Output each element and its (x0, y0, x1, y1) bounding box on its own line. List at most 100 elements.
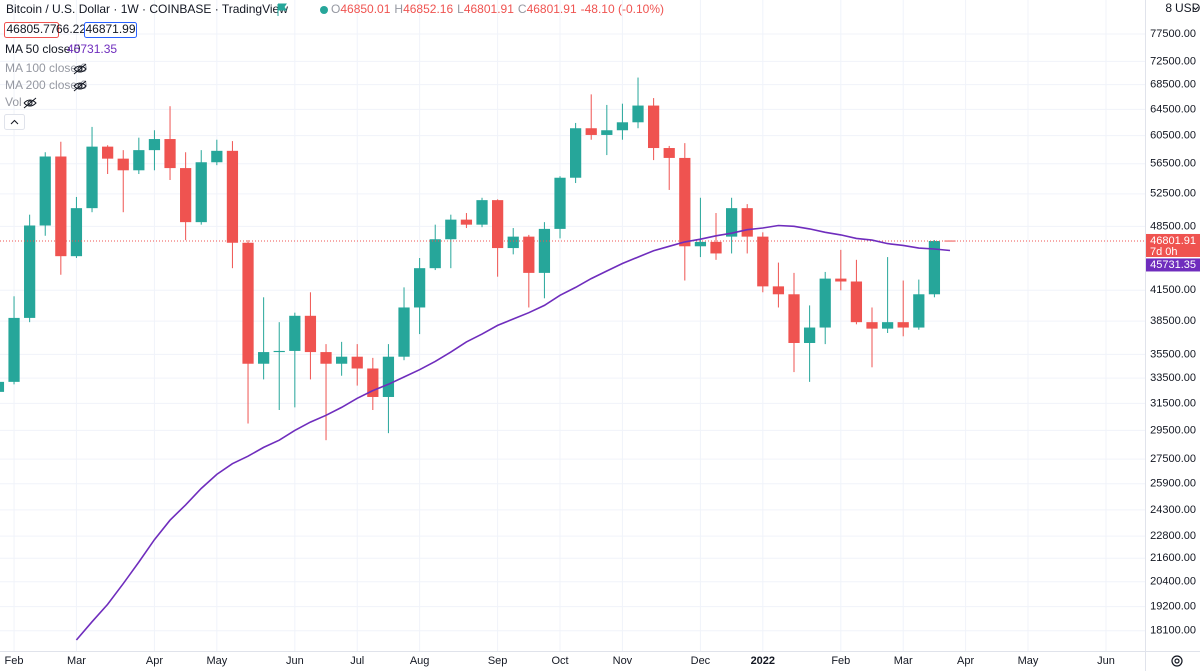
candle-body (289, 315, 301, 351)
candle-body (679, 157, 691, 247)
candle-body (258, 352, 270, 364)
candle-body (242, 242, 254, 364)
candle-body (0, 381, 5, 392)
indicator-label: MA 100 close 0 (5, 61, 87, 75)
y-tick-label: 35500.00 (1150, 348, 1196, 360)
y-tick-label: 52500.00 (1150, 188, 1196, 200)
bid-box[interactable] (4, 22, 59, 38)
ask-box[interactable] (84, 22, 137, 38)
candle-body (86, 146, 98, 209)
candle-body (476, 200, 488, 225)
plot-area (0, 77, 1145, 641)
ohlc-values: O46850.01 H46852.16 L46801.91 C46801.91 -48.… (331, 2, 664, 16)
candle-body (648, 105, 660, 149)
y-tick-label: 29500.00 (1150, 424, 1196, 436)
candle-body (180, 168, 192, 223)
candle-body (585, 128, 597, 135)
price-badge-value: 46801.91 (1150, 235, 1196, 247)
ma-badge-value: 45731.35 (1150, 259, 1196, 271)
y-tick-label: 72500.00 (1150, 55, 1196, 67)
candle-body (523, 236, 535, 273)
candle-body (554, 177, 566, 229)
hidden-icon[interactable] (23, 97, 37, 109)
candle-body (850, 281, 863, 323)
ohlc-label: H (394, 2, 403, 16)
candle-body (570, 128, 582, 178)
y-tick-label: 19200.00 (1150, 600, 1196, 612)
ohlc-value: 46801.91 (527, 2, 577, 16)
candle-body (148, 139, 161, 151)
axes: 77500.00 72500.00 68500.00 64500.00 60500.00… (5, 28, 1200, 667)
collapse-button[interactable] (4, 114, 25, 130)
countdown: 7d 0h (1150, 246, 1178, 258)
y-tick-label: 25900.00 (1150, 478, 1196, 490)
candle-body (336, 356, 348, 364)
y-tick-label: 68500.00 (1150, 79, 1196, 91)
candle-body (757, 236, 769, 287)
y-tick-label: 38500.00 (1150, 315, 1196, 327)
currency-caret (1192, 6, 1199, 11)
candle-body (710, 241, 722, 254)
x-tick-label: Oct (551, 655, 568, 667)
candle-body (117, 158, 129, 171)
candle-body (226, 150, 239, 243)
x-tick-label: Mar (67, 655, 86, 667)
x-tick-label: Feb (831, 655, 850, 667)
y-tick-label: 33500.00 (1150, 372, 1196, 384)
candle-body (211, 150, 223, 163)
candle-body (445, 219, 457, 240)
x-tick-label: Jun (286, 655, 304, 667)
indicator-label: Vol (5, 95, 22, 109)
candle-body (195, 162, 207, 223)
hidden-icon[interactable] (73, 63, 87, 75)
x-tick-label: Apr (146, 655, 163, 667)
y-tick-label: 77500.00 (1150, 28, 1196, 40)
candle-body (835, 278, 847, 282)
candle-body (694, 241, 707, 247)
hidden-icon[interactable] (73, 80, 87, 92)
scale-count[interactable]: 8 (1165, 1, 1172, 15)
x-tick-label: Nov (613, 655, 633, 667)
candle-body (616, 122, 629, 131)
candle-body (304, 315, 317, 353)
candle-body (881, 322, 894, 329)
x-tick-label: 2022 (751, 655, 775, 667)
x-tick-label: May (206, 655, 227, 667)
candle-body (663, 148, 675, 158)
candle-body (70, 208, 83, 257)
candle-body (601, 130, 613, 135)
candle-body (102, 146, 114, 159)
y-tick-label: 48500.00 (1150, 220, 1196, 232)
x-tick-label: May (1018, 655, 1039, 667)
y-tick-label: 27500.00 (1150, 453, 1196, 465)
flag-icon[interactable] (277, 3, 287, 16)
candle-body (39, 156, 51, 226)
collapse-icon (10, 119, 19, 125)
x-tick-label: Mar (894, 655, 913, 667)
price-badge (1146, 233, 1200, 257)
y-tick-label: 64500.00 (1150, 103, 1196, 115)
candle-body (772, 286, 785, 295)
settings-icon[interactable] (1171, 655, 1183, 667)
candle-body (507, 236, 519, 249)
currency[interactable]: USD (1175, 1, 1200, 15)
change: -48.10 (-0.10%) (581, 2, 664, 16)
candle-body (492, 200, 504, 249)
candle-body (398, 307, 410, 357)
ohlc-value: 46852.16 (403, 2, 453, 16)
ohlc-label: O (331, 2, 340, 16)
x-tick-label: Sep (488, 655, 508, 667)
symbol-title: Bitcoin / U.S. Dollar · 1W · COINBASE · … (6, 2, 288, 16)
candle-body (429, 239, 441, 269)
candle-body (8, 317, 20, 382)
indicator-value: 45731.35 (67, 42, 117, 56)
candle-body (24, 225, 36, 318)
status-dot (320, 6, 328, 14)
bid-price: 46805.77 (6, 22, 56, 36)
candle-body (803, 327, 816, 343)
candle-body (866, 322, 878, 329)
y-tick-label: 21600.00 (1150, 552, 1196, 564)
